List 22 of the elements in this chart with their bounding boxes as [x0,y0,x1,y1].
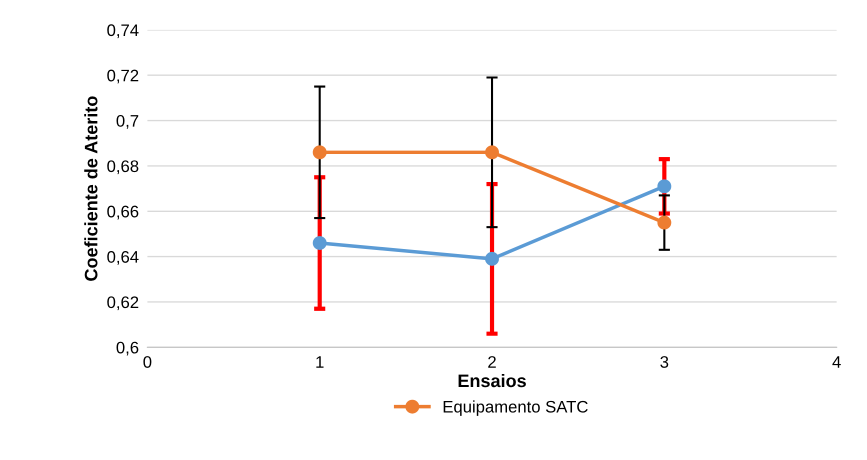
x-tick-label: 0 [143,356,152,368]
y-tick-label: 0,62 [107,296,138,310]
point [657,216,672,230]
y-tick-label: 0,7 [116,114,138,129]
x-tick-label: 2 [488,356,496,368]
point [485,145,499,160]
x-tick-label: 3 [660,356,668,368]
point [485,252,499,266]
point [312,236,327,250]
x-axis-title: Ensaios [458,374,526,388]
legend-label: Equipamento SATC [444,400,588,416]
point [657,179,672,194]
y-tick-label: 0,68 [107,160,138,174]
y-axis-title: Coeficiente de Aterito [84,96,98,281]
y-tick-label: 0,66 [107,206,138,220]
x-tick-label: 1 [316,356,324,368]
y-tick-label: 0,74 [107,24,139,38]
point [312,145,327,160]
x-tick-label: 4 [832,356,841,368]
y-tick-label: 0,64 [107,251,139,265]
y-tick-label: 0,6 [116,342,138,356]
y-tick-label: 0,72 [107,70,138,84]
